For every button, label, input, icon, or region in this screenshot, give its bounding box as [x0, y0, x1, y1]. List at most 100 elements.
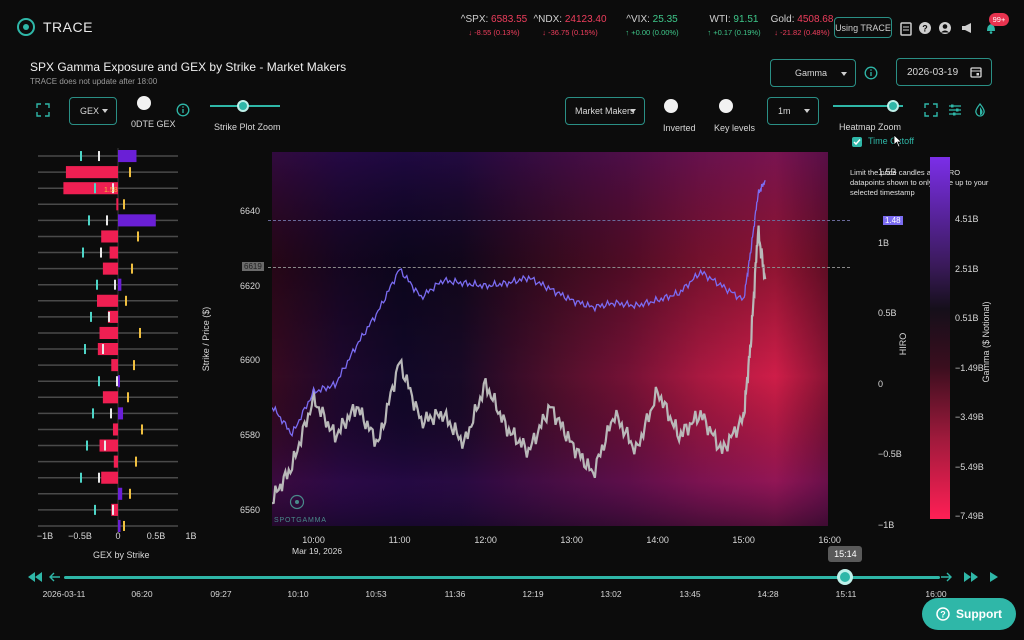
slider-knob[interactable]: [887, 100, 899, 112]
document-icon[interactable]: [899, 22, 913, 36]
gex-bar: [118, 519, 121, 532]
rewind-icon[interactable]: [28, 572, 42, 582]
support-button[interactable]: ? Support: [922, 598, 1016, 630]
ticker-change-value: -36.75 (0.15%): [548, 28, 598, 37]
chevron-down-icon: [630, 109, 636, 113]
gex-level-tick: [125, 295, 127, 306]
gex-level-tick: [133, 360, 135, 371]
chevron-down-icon: [102, 109, 108, 113]
gex-select[interactable]: GEX: [69, 97, 117, 125]
app-name: TRACE: [43, 19, 93, 35]
user-icon[interactable]: [938, 21, 952, 35]
key-levels-toggle[interactable]: [719, 99, 733, 113]
heatmap-zoom-slider[interactable]: [833, 100, 903, 112]
inverted-toggle[interactable]: [664, 99, 678, 113]
price-marker-label: 6619: [242, 262, 264, 271]
gex-x-tick: 0: [115, 531, 121, 541]
info-icon[interactable]: [864, 66, 878, 80]
ticker-change: ↓ -36.75 (0.15%): [528, 28, 612, 37]
gex-level-tick: [139, 327, 141, 338]
x-tick: 14:00: [646, 535, 669, 545]
time-cutoff-checkbox[interactable]: [852, 137, 862, 147]
ticker-item: ^NDX: 24123.40 ↓ -36.75 (0.15%): [528, 14, 612, 37]
colorbar-tick: 0.51B: [955, 313, 979, 323]
gex-level-tick: [110, 408, 112, 419]
strike-plot-zoom-slider[interactable]: [210, 100, 280, 112]
market-makers-select[interactable]: Market Makers: [565, 97, 645, 125]
fast-forward-icon[interactable]: [964, 572, 978, 582]
timeline-label: 09:27: [210, 589, 232, 599]
help-icon[interactable]: ?: [918, 21, 932, 35]
gex-level-tick: [102, 344, 104, 355]
ticker-change-value: +0.00 (0.00%): [631, 28, 679, 37]
date-picker[interactable]: 2026-03-19: [896, 58, 992, 86]
y-axis-label: Strike / Price ($): [201, 306, 211, 372]
gex-level-tick: [129, 488, 131, 499]
help-circle-icon: ?: [936, 607, 950, 621]
gex-level-tick: [98, 376, 100, 387]
timeline-label: 14:28: [757, 589, 779, 599]
odte-gex-toggle[interactable]: [137, 96, 151, 110]
gex-level-tick: [82, 247, 84, 258]
timeline-label: 11:36: [444, 589, 466, 599]
gex-bar: [118, 407, 124, 420]
gex-bar: [118, 214, 156, 227]
interval-value: 1m: [778, 106, 791, 116]
arrow-left-icon[interactable]: [49, 571, 61, 583]
colorbar-tick: 4.51B: [955, 214, 979, 224]
price-hiro-overlay: [272, 179, 767, 505]
gamma-select[interactable]: Gamma: [770, 59, 856, 87]
check-icon: [853, 139, 861, 146]
ticker-change: ↓ -21.82 (0.48%): [760, 28, 844, 37]
hiro-tick: 1.5B: [878, 167, 897, 178]
ticker-name: WTI:: [709, 14, 731, 25]
ticker-value: 4508.68: [797, 14, 834, 25]
colorbar-tick: −7.49B: [955, 511, 984, 521]
hiro-marker-line: [268, 220, 850, 221]
gex-bar: [116, 198, 119, 211]
ticker-change-value: +0.17 (0.19%): [713, 28, 761, 37]
play-icon[interactable]: [989, 572, 999, 582]
using-trace-button[interactable]: Using TRACE: [834, 17, 892, 38]
ticker-change-value: -8.55 (0.13%): [474, 28, 520, 37]
key-levels-label: Key levels: [714, 123, 756, 133]
gex-annotation: 1.58: [104, 187, 118, 194]
info-icon[interactable]: [176, 103, 190, 117]
droplet-icon[interactable]: [973, 103, 987, 117]
gex-level-tick: [90, 311, 92, 322]
expand-icon[interactable]: [36, 103, 50, 117]
heatmap-zoom-label: Heatmap Zoom: [839, 122, 902, 132]
ticker-value: 25.35: [652, 14, 678, 25]
colorbar-label: Gamma ($ Notional): [981, 301, 991, 383]
slider-knob[interactable]: [237, 100, 249, 112]
strike-plot-zoom-label: Strike Plot Zoom: [214, 122, 281, 132]
timeline-current-time: 15:14: [828, 546, 863, 562]
arrow-right-icon[interactable]: [940, 571, 952, 583]
gex-by-strike-title: GEX by Strike: [93, 550, 150, 560]
x-tick: 10:00: [302, 535, 325, 545]
chevron-down-icon: [841, 72, 847, 76]
gex-bar: [118, 150, 137, 163]
gex-level-tick: [88, 215, 90, 226]
timeline-track[interactable]: [64, 576, 940, 579]
price-series-line: [272, 225, 767, 505]
colorbar-tick: 2.51B: [955, 263, 979, 274]
megaphone-icon[interactable]: [960, 21, 974, 35]
sliders-icon[interactable]: [948, 103, 962, 117]
ticker-item: WTI: 91.51 ↑ +0.17 (0.19%): [692, 14, 776, 37]
timeline-knob[interactable]: [837, 569, 854, 585]
gex-bar: [118, 487, 123, 500]
gex-level-tick: [80, 472, 82, 483]
hiro-marker-label: 1.48: [883, 216, 903, 225]
ticker-name: Gold:: [770, 14, 795, 25]
gex-level-tick: [108, 311, 110, 322]
y-tick: 6640: [240, 205, 261, 216]
gex-bar: [118, 375, 120, 388]
gex-bar: [97, 294, 118, 307]
x-axis-date: Mar 19, 2026: [292, 546, 343, 556]
expand-icon[interactable]: [924, 103, 938, 117]
timeline-label: 10:10: [287, 589, 309, 599]
ticker-change-value: -21.82 (0.48%): [780, 28, 830, 37]
gex-x-tick: 0.5B: [146, 531, 166, 541]
interval-select[interactable]: 1m: [767, 97, 819, 125]
